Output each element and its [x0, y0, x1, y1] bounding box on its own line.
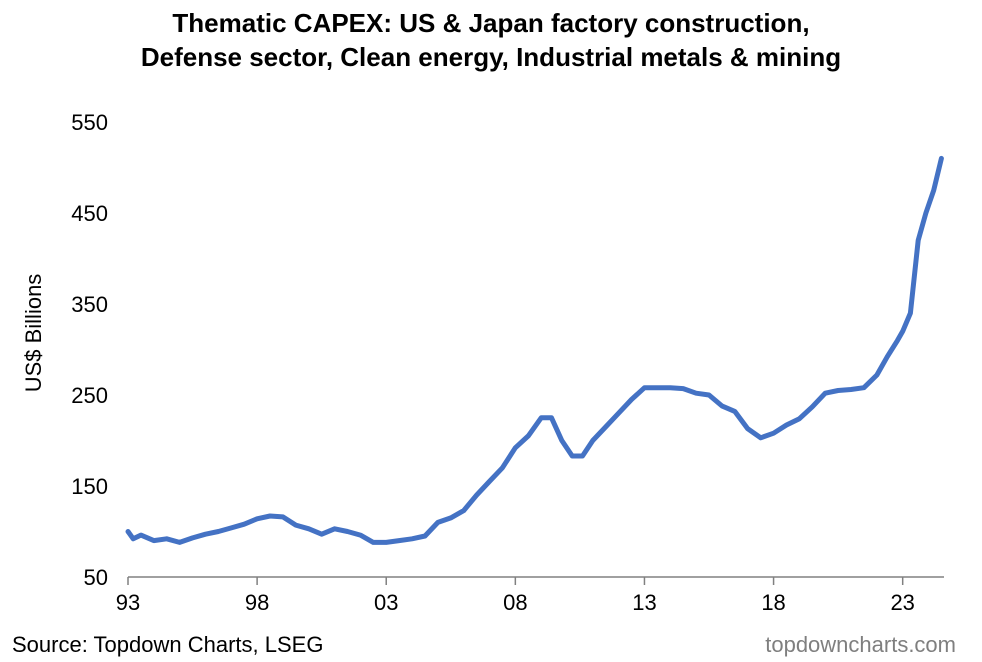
y-axis: 50 150 250 350 450 550	[71, 110, 108, 590]
x-tick-label: 18	[761, 590, 785, 615]
chart-title: Thematic CAPEX: US & Japan factory const…	[0, 6, 982, 74]
x-axis: 93 98 03 08 13 18 23	[116, 576, 944, 615]
source-note: Source: Topdown Charts, LSEG	[12, 632, 324, 657]
x-tick-label: 03	[374, 590, 398, 615]
x-tick-label: 13	[632, 590, 656, 615]
x-tick-label: 93	[116, 590, 140, 615]
y-tick-label: 50	[84, 565, 108, 590]
y-axis-label: US$ Billions	[21, 274, 46, 393]
x-tick-label: 98	[245, 590, 269, 615]
series-line	[125, 155, 944, 545]
series-layer	[125, 155, 944, 545]
brand-watermark: topdowncharts.com	[765, 632, 956, 657]
chart-title-line-1: Thematic CAPEX: US & Japan factory const…	[172, 8, 810, 38]
y-tick-label: 250	[71, 383, 108, 408]
chart-title-line-2: Defense sector, Clean energy, Industrial…	[140, 42, 842, 72]
y-tick-label: 150	[71, 474, 108, 499]
y-tick-label: 550	[71, 110, 108, 135]
y-tick-label: 450	[71, 201, 108, 226]
y-tick-label: 350	[71, 292, 108, 317]
x-tick-label: 23	[890, 590, 914, 615]
x-tick-label: 08	[503, 590, 527, 615]
